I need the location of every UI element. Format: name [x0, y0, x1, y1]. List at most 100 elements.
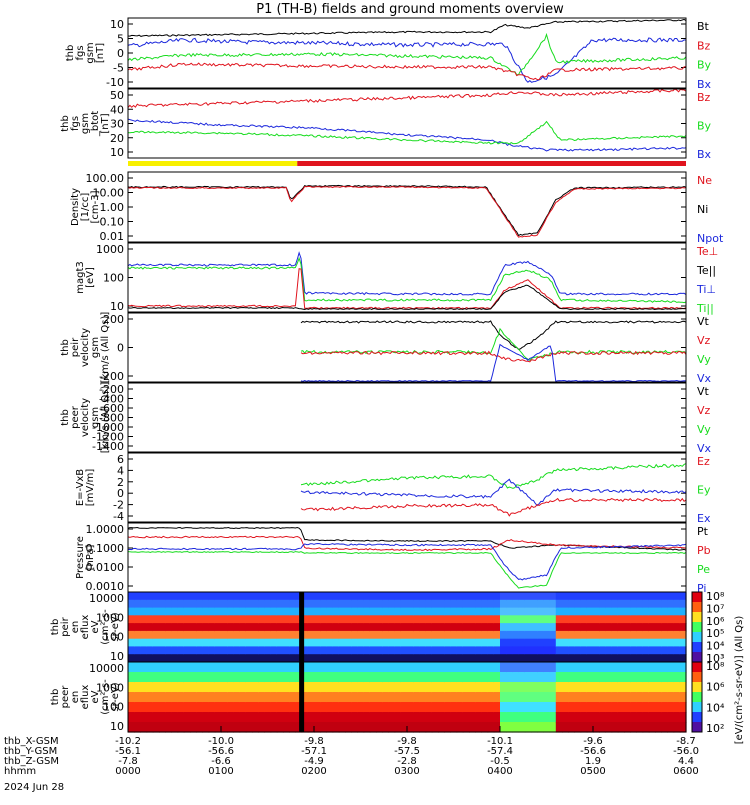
spectrogram-cell [611, 623, 619, 632]
spectrogram-cell [549, 623, 557, 632]
spectrogram-cell [214, 607, 222, 616]
spectrogram-cell [394, 615, 402, 624]
colorbar-tick: 10⁷ [706, 602, 724, 615]
colorbar-tick: 10⁵ [706, 627, 724, 640]
spectrogram-cell [388, 623, 396, 632]
spectrogram-cell [673, 672, 681, 683]
spectrogram-cell [642, 599, 650, 609]
spectrogram-cell [233, 722, 241, 733]
spectrogram-cell [679, 623, 687, 632]
spectrogram-cell [667, 682, 675, 693]
spectrogram-cell [543, 607, 551, 616]
spectrogram-cell [673, 654, 681, 663]
spectrogram-cell [177, 630, 185, 640]
panel-ylabel: peir [60, 616, 71, 636]
spectrogram-cell [270, 712, 278, 723]
spectrogram-cell [307, 623, 315, 632]
spectrogram-cell [190, 607, 197, 616]
spectrogram-cell [679, 712, 687, 723]
spectrogram-cell [456, 607, 464, 616]
spectrogram-cell [376, 607, 383, 616]
spectrogram-cell [568, 646, 575, 655]
spectrogram-cell [376, 638, 383, 648]
spectrogram-cell [630, 646, 637, 655]
spectrogram-cell [537, 682, 544, 693]
spectrogram-cell [469, 592, 476, 601]
spectrogram-cell [624, 623, 631, 632]
spectrogram-cell [400, 662, 408, 673]
spectrogram-cell [667, 599, 675, 609]
spectrogram-cell [307, 682, 315, 693]
y-tick-label: 1.0000 [86, 523, 125, 536]
spectrogram-cell [276, 692, 284, 703]
spectrogram-cell [159, 630, 166, 640]
spectrogram-cell [332, 615, 340, 624]
spectrogram-cell [382, 662, 389, 673]
spectrogram-cell [159, 662, 166, 673]
spectrogram-cell [407, 623, 414, 632]
spectrogram-cell [159, 692, 166, 703]
legend-bx: Bx [697, 148, 712, 161]
spectrogram-cell [586, 599, 594, 609]
spectrogram-cell [190, 662, 197, 673]
spectrogram-cell [314, 722, 321, 733]
spectrogram-cell [593, 702, 600, 713]
spectrogram-cell [394, 722, 402, 733]
spectrogram-cell [159, 646, 166, 655]
spectrogram-cell [270, 599, 278, 609]
spectrogram-cell [599, 607, 606, 616]
spectrogram-cell [524, 623, 532, 632]
spectrogram-cell [326, 599, 334, 609]
spectrogram-cell [351, 682, 358, 693]
spectrogram-cell [679, 592, 687, 601]
spectrogram-cell [611, 682, 619, 693]
spectrogram-cell [487, 623, 495, 632]
spectrogram-cell [369, 662, 377, 673]
spectrogram-cell [183, 623, 191, 632]
spectrogram-cell [661, 638, 668, 648]
spectrogram-cell [493, 672, 501, 683]
spectrogram-cell [586, 682, 594, 693]
spectrogram-cell [512, 615, 520, 624]
spectrogram-cell [214, 692, 222, 703]
spectrogram-cell [506, 722, 513, 733]
spectrogram-cell [630, 638, 637, 648]
spectrogram-cell [574, 607, 582, 616]
spectrogram-cell [171, 692, 179, 703]
spectrogram-cell [252, 599, 259, 609]
colorbar-cell [692, 702, 702, 713]
spectrogram-cell [450, 722, 458, 733]
spectrogram-cell [258, 623, 265, 632]
spectrogram-cell [320, 638, 327, 648]
spectrogram-cell [314, 712, 321, 723]
spectrogram-cell [555, 623, 563, 632]
spectrogram-cell [673, 630, 681, 640]
spectrogram-cell [264, 662, 272, 673]
spectrogram-cell [444, 662, 451, 673]
spectrogram-cell [599, 662, 606, 673]
spectrogram-cell [295, 672, 303, 683]
spectrogram-cell [438, 615, 445, 624]
spectrogram-cell [388, 592, 396, 601]
spectrogram-cell [301, 682, 309, 693]
spectrogram-cell [599, 592, 606, 601]
spectrogram-cell [345, 654, 352, 663]
spectrogram-cell [549, 615, 557, 624]
spectrogram-cell [394, 672, 402, 683]
spectrogram-cell [661, 623, 668, 632]
spectrogram-cell [407, 607, 414, 616]
spectrogram-cell [357, 662, 365, 673]
spectrogram-cell [146, 615, 154, 624]
spectrogram-cell [419, 662, 427, 673]
spectrogram-cell [636, 599, 644, 609]
spectrogram-cell [357, 654, 365, 663]
panel-frame [127, 88, 687, 159]
spectrogram-cell [270, 638, 278, 648]
spectrogram-cell [289, 702, 296, 713]
spectrogram-cell [617, 615, 625, 624]
spectrogram-cell [493, 692, 501, 703]
spectrogram-cell [673, 646, 681, 655]
spectrogram-cell [159, 672, 166, 683]
